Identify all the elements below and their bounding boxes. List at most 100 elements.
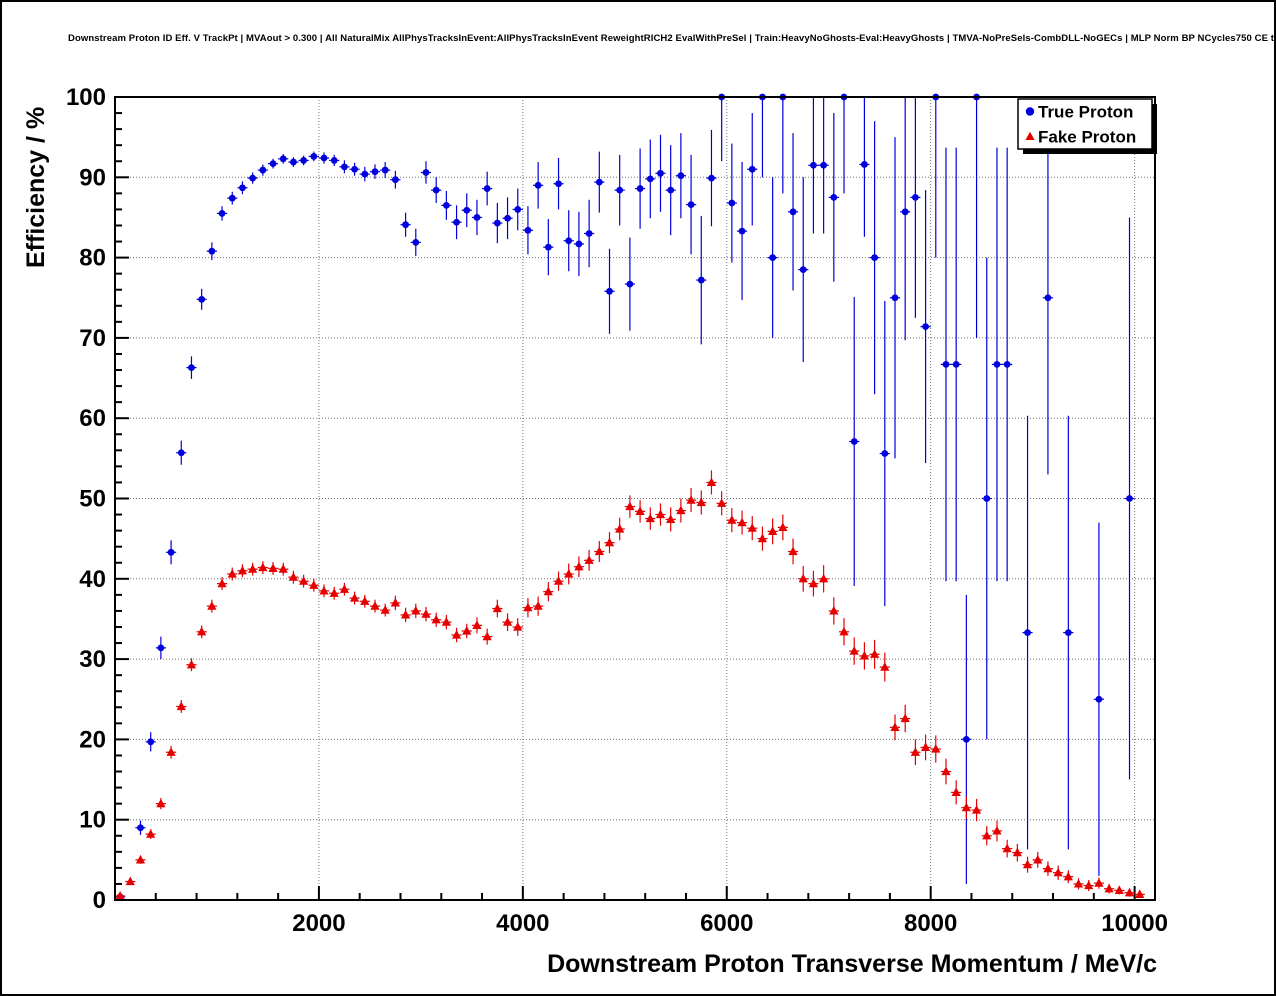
data-point [667, 186, 675, 194]
data-point [135, 854, 146, 864]
data-point [341, 163, 348, 171]
y-axis-title: Efficiency / % [22, 107, 50, 268]
y-tick-label: 80 [79, 245, 106, 272]
legend: True Proton Fake Proton [1017, 98, 1157, 154]
data-point [584, 555, 594, 564]
data-point [1084, 880, 1094, 890]
data-point [451, 630, 462, 639]
data-point [849, 646, 859, 655]
data-point [901, 208, 909, 216]
data-point [125, 876, 135, 886]
data-point [575, 240, 583, 248]
data-point [442, 202, 450, 209]
data-point [1104, 883, 1114, 893]
data-point [564, 568, 574, 578]
data-point [188, 364, 195, 372]
data-point [463, 206, 471, 214]
chart-title: Downstream Proton ID Eff. V TrackPt | MV… [68, 33, 1276, 44]
data-point [992, 825, 1002, 835]
data-point [830, 193, 838, 201]
data-point [635, 506, 645, 515]
data-point [534, 181, 542, 189]
data-point [493, 219, 501, 227]
data-point [708, 174, 715, 182]
data-point [666, 514, 676, 523]
legend-box [1017, 98, 1153, 150]
y-tick-label: 70 [79, 325, 106, 352]
data-point [239, 184, 246, 192]
data-point [1002, 843, 1012, 853]
y-tick-label: 0 [93, 887, 106, 914]
data-point [514, 206, 522, 213]
data-point [320, 154, 328, 162]
data-point [604, 537, 615, 547]
data-point [655, 509, 666, 519]
data-point [361, 170, 369, 178]
data-point [706, 477, 717, 487]
data-point [798, 573, 808, 583]
data-point [186, 659, 197, 669]
data-point [279, 155, 287, 163]
data-point [1003, 360, 1011, 368]
data-point [1073, 878, 1084, 888]
data-point [319, 585, 329, 595]
legend-label-true-proton: True Proton [1038, 103, 1133, 122]
data-point [1063, 871, 1073, 881]
data-point [177, 449, 185, 457]
data-point [197, 626, 207, 636]
data-point [330, 157, 338, 164]
data-point [1135, 889, 1145, 898]
data-point [810, 161, 817, 169]
data-point [636, 185, 644, 192]
data-point [422, 169, 430, 176]
data-point [686, 495, 696, 504]
data-point [871, 254, 879, 261]
data-point [717, 498, 727, 507]
data-point [829, 605, 839, 615]
data-point [890, 722, 900, 731]
data-point [472, 620, 482, 629]
data-point [411, 605, 421, 615]
data-point [738, 227, 746, 235]
data-point [696, 497, 706, 507]
data-point [1064, 629, 1072, 637]
data-point [961, 802, 971, 812]
data-point [920, 742, 931, 752]
data-point [1053, 867, 1063, 877]
data-point [421, 609, 431, 618]
data-point [1012, 847, 1022, 857]
data-point [1033, 854, 1043, 864]
plot-area: 2000 4000 6000 8000 10000 0 10 20 30 40 50 60 70 80 90… [66, 84, 1168, 937]
data-point [329, 588, 339, 597]
data-point [533, 601, 543, 610]
data-point [299, 576, 309, 585]
data-point [778, 522, 788, 532]
data-point [870, 649, 880, 658]
y-tick-label: 60 [79, 405, 106, 432]
data-point [492, 603, 502, 613]
data-point [1126, 495, 1133, 502]
data-point [248, 564, 258, 573]
data-point [390, 597, 400, 607]
data-point [504, 214, 511, 222]
data-point [381, 166, 389, 174]
series-true-proton [115, 93, 1135, 901]
data-point [278, 564, 288, 573]
data-point [288, 572, 299, 581]
data-point [412, 238, 420, 246]
y-tick-label: 100 [66, 84, 106, 111]
data-point [993, 360, 1001, 368]
data-point [859, 650, 870, 660]
data-point [462, 625, 472, 635]
axis-ticks [115, 96, 1136, 901]
data-point [309, 580, 319, 589]
data-point [820, 161, 828, 169]
data-point [881, 450, 889, 457]
data-point [931, 744, 941, 753]
data-point [1114, 885, 1124, 894]
data-point [697, 276, 705, 284]
data-point [115, 890, 125, 900]
data-point [259, 166, 267, 174]
x-tick-label: 2000 [292, 910, 345, 937]
